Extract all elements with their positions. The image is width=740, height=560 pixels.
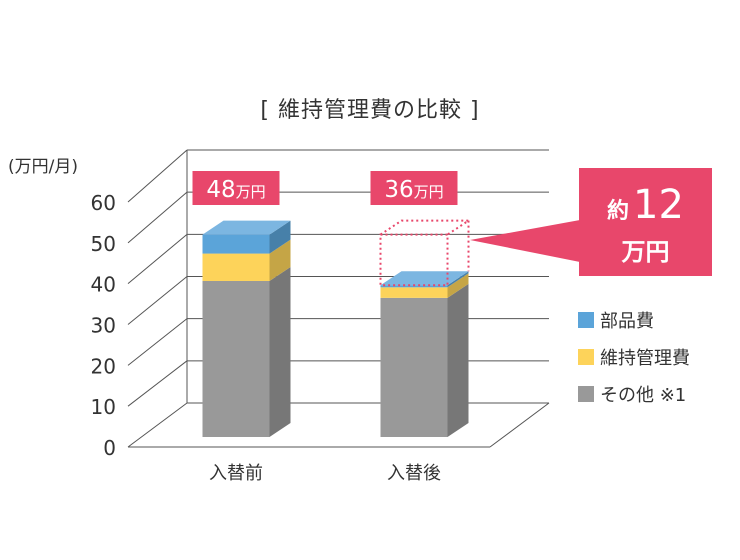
floor-right-edge <box>489 402 550 448</box>
y-axis-unit-label: (万円/月) <box>8 157 78 177</box>
savings-callout: 約 12 万円 <box>579 168 712 276</box>
bar-segment-front <box>380 297 448 437</box>
gridline-depth <box>127 318 188 366</box>
legend-label: その他 ※1 <box>600 385 687 406</box>
gridline-depth <box>127 402 188 448</box>
callout-pointer <box>470 220 580 262</box>
legend-label: 部品費 <box>600 311 654 332</box>
y-tick-label: 40 <box>91 273 116 297</box>
reduction-outline-top <box>379 219 472 236</box>
callout-value: 12 <box>633 182 684 228</box>
bar-segment-front <box>202 234 270 254</box>
y-tick-label: 50 <box>91 232 116 256</box>
bar-top-face <box>202 220 291 235</box>
total-label: 36万円 <box>384 177 443 203</box>
reduction-outline-front <box>379 233 449 287</box>
total-unit: 万円 <box>236 183 266 201</box>
legend-swatch <box>578 312 594 328</box>
total-value: 36 <box>384 177 413 203</box>
bar-segment-side <box>447 271 469 288</box>
legend-label: 維持管理費 <box>600 348 690 369</box>
gridline-depth <box>127 191 188 244</box>
y-tick-label: 60 <box>91 191 116 215</box>
bar-top-face <box>380 271 469 286</box>
bar-segment-side <box>269 266 291 437</box>
callout-unit: 万円 <box>621 238 670 266</box>
bar-segment-front <box>202 280 270 437</box>
x-category-label: 入替後 <box>387 463 441 484</box>
bar-segment-side <box>269 220 291 254</box>
bar-segment-front <box>202 253 270 281</box>
legend-item-parts: 部品費 <box>578 307 654 333</box>
total-label: 48万円 <box>206 177 265 203</box>
y-tick-label: 10 <box>91 395 116 419</box>
gridline-depth <box>127 360 188 407</box>
legend-swatch <box>578 349 594 365</box>
legend-item-other: その他 ※1 <box>578 381 686 407</box>
bar-segment-side <box>269 239 291 281</box>
bar-segment-front <box>380 287 448 298</box>
total-value: 48 <box>206 177 235 203</box>
gridline-depth <box>127 276 188 325</box>
legend-item-maintenance: 維持管理費 <box>578 344 690 370</box>
y-tick-label: 20 <box>91 354 116 378</box>
bar-segment-front <box>380 285 448 288</box>
bar-segment-side <box>447 273 469 298</box>
y-tick-label: 0 <box>103 436 116 460</box>
reduction-outline <box>379 219 472 287</box>
callout-prefix: 約 <box>607 199 630 224</box>
bar-segment-side <box>447 283 469 437</box>
gridline-depth <box>127 149 188 203</box>
x-category-label: 入替前 <box>209 463 263 484</box>
total-label-box <box>370 171 458 205</box>
total-label-box <box>192 171 280 205</box>
total-unit: 万円 <box>414 183 444 201</box>
gridline-depth <box>127 233 188 285</box>
chart-title: [ 維持管理費の比較 ] <box>260 98 480 123</box>
legend-swatch <box>578 386 594 402</box>
y-tick-label: 30 <box>91 314 116 338</box>
